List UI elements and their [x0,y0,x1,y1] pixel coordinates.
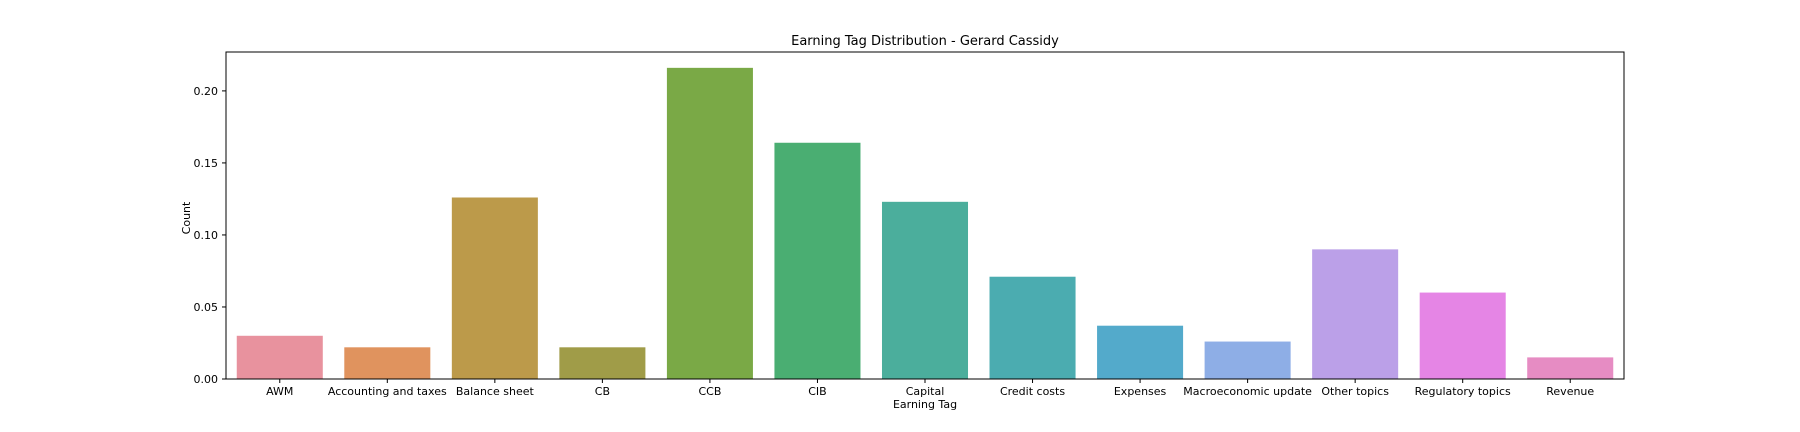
bar-cb [559,347,646,379]
x-axis: AWM Accounting and taxes Balance sheet CB CC… [266,379,1594,398]
x-tick-label: Revenue [1546,385,1594,398]
x-tick-label: Credit costs [1000,385,1065,398]
x-tick-label: Macroeconomic update [1183,385,1312,398]
y-tick-label: 0.15 [194,157,219,170]
y-axis-label: Count [180,201,193,234]
bar-credit-costs [989,276,1076,379]
x-tick-label: CCB [698,385,721,398]
chart-title: Earning Tag Distribution - Gerard Cassid… [791,34,1059,49]
bar-balance-sheet [451,197,538,379]
bar-ccb [666,67,753,379]
x-tick-label: Other topics [1321,385,1389,398]
x-tick-label: Accounting and taxes [328,385,447,398]
bar-cib [774,142,861,379]
bar-capital [881,201,969,379]
x-tick-label: Expenses [1114,385,1167,398]
x-tick-label: Balance sheet [456,385,535,398]
bar-awm [236,335,323,379]
bar-regulatory-topics [1419,292,1506,379]
bar-expenses [1097,325,1184,379]
bar-other-topics [1312,249,1399,379]
x-axis-label: Earning Tag [893,398,957,411]
x-tick-label: Regulatory topics [1415,385,1511,398]
x-tick-label: Capital [906,385,945,398]
y-tick-label: 0.10 [194,229,219,242]
bar-accounting-and-taxes [344,347,431,379]
bar-macroeconomic-update [1204,341,1291,379]
y-tick-label: 0.05 [194,301,219,314]
x-tick-label: AWM [266,385,293,398]
y-axis: 0.00 0.05 0.10 0.15 0.20 [194,85,226,386]
y-tick-label: 0.20 [194,85,219,98]
bar-revenue [1527,357,1614,379]
plot-area [236,67,1614,379]
x-tick-label: CB [595,385,610,398]
axes-frame [225,51,1625,380]
x-tick-label: CIB [808,385,826,398]
y-tick-label: 0.00 [194,373,219,386]
